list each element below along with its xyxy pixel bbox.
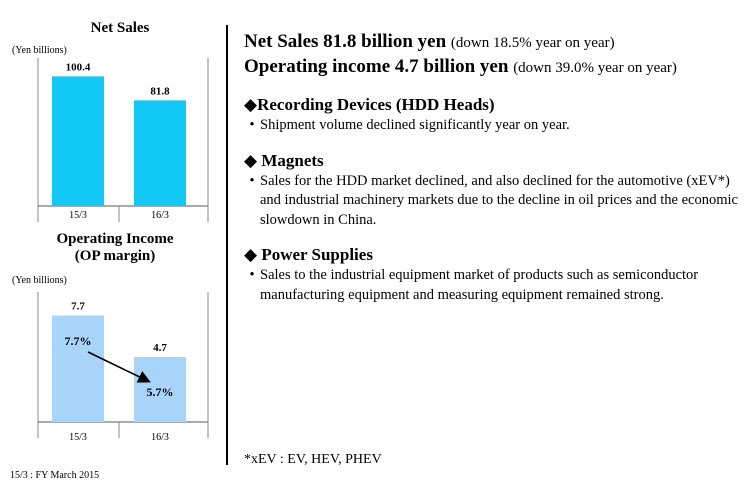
bar	[52, 76, 104, 206]
bar-value-label: 81.8	[150, 85, 170, 97]
bullet-dot: •	[249, 117, 255, 133]
bar	[52, 315, 104, 422]
bar-value-label: 4.7	[153, 342, 167, 354]
net-sales-headline: Net Sales 81.8 billion yen (down 18.5% y…	[244, 30, 744, 55]
net-sales-headline-main: Net Sales 81.8 billion yen	[244, 31, 447, 52]
op-margin-label: 5.7%	[147, 385, 174, 399]
section-title: ◆ Power Supplies	[244, 245, 373, 264]
section-recording-devices: ◆Recording Devices (HDD Heads) • Shipmen…	[244, 94, 744, 136]
vertical-divider	[226, 25, 228, 465]
xev-note: *xEV : EV, HEV, PHEV	[244, 452, 382, 467]
category-tick-label: 15/3	[69, 210, 87, 221]
section-magnets: ◆ Magnets • Sales for the HDD market dec…	[244, 150, 744, 231]
bullet-text: Shipment volume declined significantly y…	[260, 117, 570, 133]
category-tick-label: 16/3	[151, 210, 169, 221]
op-income-headline-main: Operating income 4.7 billion yen	[244, 56, 509, 77]
net-sales-chart-title: Net Sales	[90, 20, 150, 36]
bullet-item: • Shipment volume declined significantly…	[244, 116, 744, 136]
bullet-text: Sales for the HDD market declined, and a…	[260, 172, 738, 228]
section-title: ◆ Magnets	[244, 150, 324, 170]
op-income-headline-change: (down 39.0% year on year)	[513, 60, 677, 76]
category-tick-label: 16/3	[151, 432, 169, 443]
net-sales-unit-label: (Yen billions)	[12, 45, 67, 56]
fiscal-year-footnote: 15/3 : FY March 2015	[10, 470, 100, 481]
bullet-item: • Sales for the HDD market declined, and…	[244, 172, 744, 231]
bullet-text: Sales to the industrial equipment market…	[260, 267, 699, 303]
op-margin-label: 7.7%	[65, 334, 92, 348]
op-income-headline: Operating income 4.7 billion yen (down 3…	[244, 55, 744, 80]
summary-panel: Net Sales 81.8 billion yen (down 18.5% y…	[244, 30, 744, 305]
bullet-dot: •	[249, 267, 255, 283]
net-sales-headline-change: (down 18.5% year on year)	[450, 35, 615, 51]
bullet-item: • Sales to the industrial equipment mark…	[244, 266, 744, 305]
category-tick-label: 15/3	[69, 432, 87, 443]
trend-arrow	[87, 351, 151, 383]
bar-value-label: 100.4	[66, 61, 91, 73]
op-income-unit-label: (Yen billions)	[12, 275, 67, 286]
bar-value-label: 7.7	[71, 301, 85, 313]
bar	[134, 357, 186, 422]
net-sales-chart: 100.4 15/3 81.8 16/3	[37, 58, 209, 222]
bar	[134, 100, 186, 206]
section-power-supplies: ◆ Power Supplies • Sales to the industri…	[244, 244, 744, 305]
op-income-chart-title-line2: (OP margin)	[74, 248, 156, 264]
op-income-chart-title-line1: Operating Income	[56, 231, 174, 247]
op-income-chart: 7.7 15/3 4.7 16/3 7.7% 5.7%	[37, 292, 209, 443]
bullet-dot: •	[249, 172, 255, 189]
section-title: ◆Recording Devices (HDD Heads)	[244, 95, 495, 114]
